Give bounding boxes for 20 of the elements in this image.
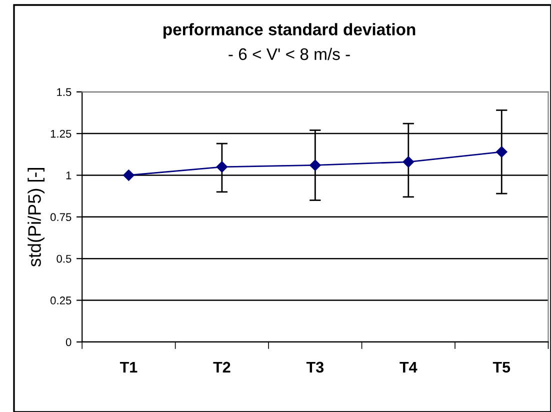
point — [123, 170, 134, 181]
y-tick-label: 0.5 — [56, 254, 72, 263]
chart-title: performance standard deviation — [164, 23, 416, 39]
x-tick-label: T3 — [306, 362, 324, 373]
x-tick-label: T5 — [492, 362, 510, 373]
x-tick-label: T2 — [213, 362, 230, 372]
y-tick-label: 1 — [66, 172, 72, 180]
chart-subtitle: - 6 < V' < 8 m/s - — [228, 48, 350, 60]
point — [402, 156, 414, 168]
point — [216, 161, 228, 173]
y-tick-label: 0.25 — [50, 296, 72, 304]
y-axis-title: std(Pi/P5) [-] — [28, 168, 45, 267]
point — [310, 160, 321, 171]
y-tick-label: 1.25 — [50, 130, 72, 138]
x-tick-label: T4 — [400, 362, 418, 372]
point — [496, 146, 508, 158]
y-tick-label: 0.75 — [50, 213, 72, 222]
y-tick-label: 0 — [66, 338, 72, 346]
y-tick-label: 1.5 — [57, 88, 72, 96]
x-tick-label: T1 — [120, 362, 138, 372]
